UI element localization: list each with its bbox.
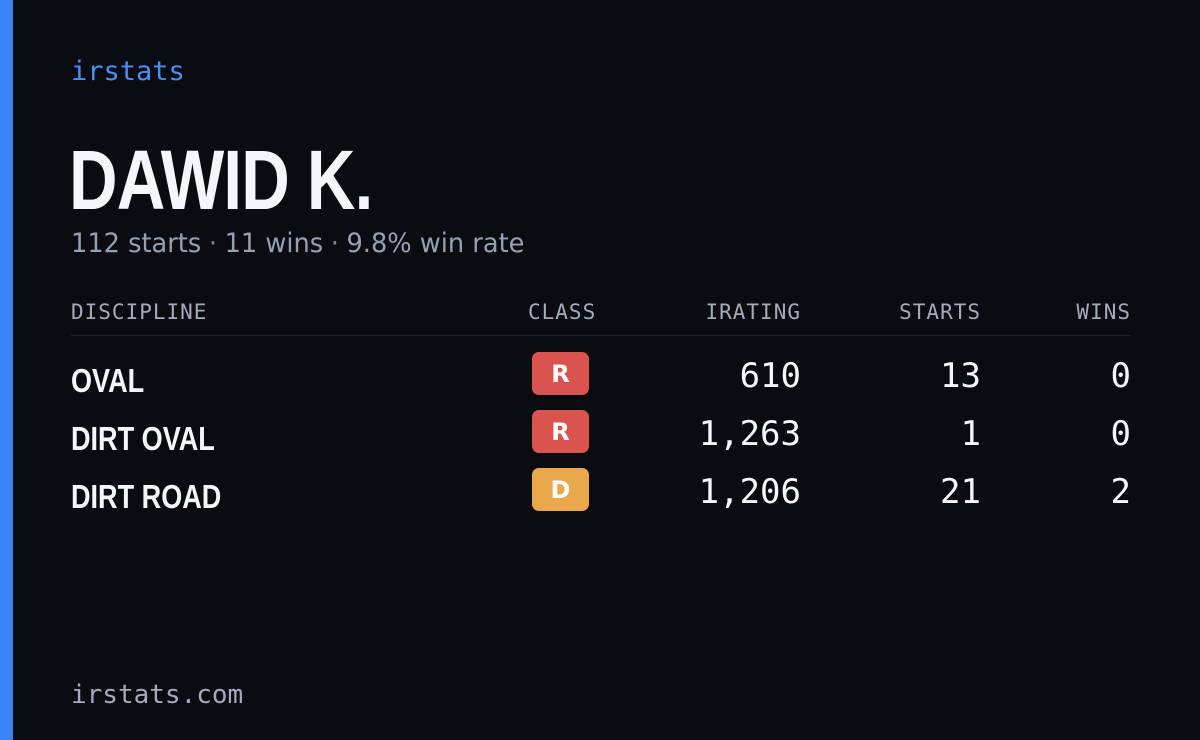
accent-bar: [0, 0, 13, 740]
row-wins: 0: [1110, 414, 1131, 454]
row-discipline: DIRT ROAD: [71, 478, 222, 515]
class-badge: R: [532, 352, 589, 395]
summary-win-rate: 9.8% win rate: [346, 228, 525, 259]
row-discipline: OVAL: [71, 362, 145, 399]
table-row: OVAL R 610 13 0: [71, 352, 1131, 410]
row-starts: 21: [940, 472, 981, 512]
table-body: OVAL R 610 13 0 DIRT OVAL R 1,263 1 0 DI…: [71, 336, 1131, 526]
driver-summary: 112 starts · 11 wins · 9.8% win rate: [71, 228, 524, 259]
summary-separator: ·: [208, 228, 217, 259]
class-badge: D: [532, 468, 589, 511]
table-row: DIRT OVAL R 1,263 1 0: [71, 410, 1131, 468]
header-starts: STARTS: [899, 300, 981, 324]
row-irating: 1,263: [698, 414, 801, 454]
row-irating: 610: [739, 356, 801, 396]
row-discipline: DIRT OVAL: [71, 420, 215, 457]
class-badge: R: [532, 410, 589, 453]
row-wins: 2: [1110, 472, 1131, 512]
table-header: DISCIPLINE CLASS IRATING STARTS WINS: [71, 296, 1131, 336]
summary-starts: 112 starts: [71, 228, 202, 259]
header-wins: WINS: [1076, 300, 1131, 324]
summary-wins: 11 wins: [224, 228, 324, 259]
row-starts: 1: [960, 414, 981, 454]
table-row: DIRT ROAD D 1,206 21 2: [71, 468, 1131, 526]
header-class: CLASS: [528, 300, 597, 324]
row-starts: 13: [940, 356, 981, 396]
brand-logo-text: irstats: [71, 56, 185, 87]
discipline-table: DISCIPLINE CLASS IRATING STARTS WINS OVA…: [71, 296, 1131, 526]
row-irating: 1,206: [698, 472, 801, 512]
footer-url: irstats.com: [71, 680, 244, 710]
driver-name: DAWID K.: [69, 133, 373, 227]
summary-separator: ·: [330, 228, 339, 259]
row-wins: 0: [1110, 356, 1131, 396]
header-irating: IRATING: [705, 300, 801, 324]
header-discipline: DISCIPLINE: [71, 300, 208, 324]
